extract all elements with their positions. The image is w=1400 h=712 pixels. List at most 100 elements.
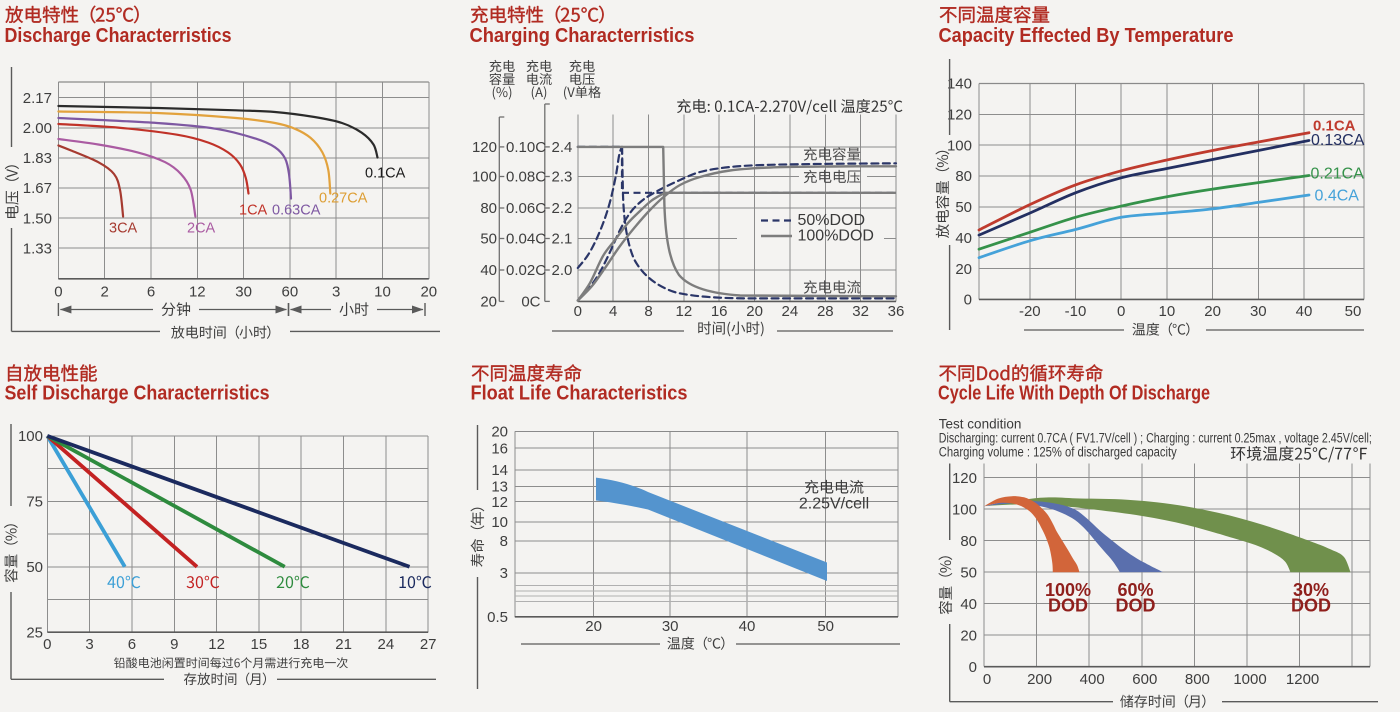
svg-text:1.67: 1.67 bbox=[23, 180, 52, 197]
svg-text:800: 800 bbox=[1185, 671, 1210, 688]
svg-text:100%DOD: 100%DOD bbox=[798, 228, 874, 245]
svg-text:8: 8 bbox=[644, 303, 652, 320]
svg-text:20: 20 bbox=[960, 627, 977, 644]
svg-text:100: 100 bbox=[472, 169, 497, 186]
svg-text:2.3: 2.3 bbox=[552, 169, 573, 186]
svg-text:0: 0 bbox=[54, 284, 62, 301]
svg-text:0.04C: 0.04C bbox=[506, 231, 546, 248]
svg-text:Capacity Effected By Temperatu: Capacity Effected By Temperature bbox=[939, 25, 1234, 47]
svg-text:2.0: 2.0 bbox=[552, 262, 573, 279]
svg-text:0: 0 bbox=[969, 659, 977, 676]
svg-text:80: 80 bbox=[480, 200, 497, 217]
svg-text:Discharge Characterristics: Discharge Characterristics bbox=[5, 25, 232, 47]
svg-text:1.83: 1.83 bbox=[23, 150, 52, 167]
svg-text:10: 10 bbox=[1159, 303, 1176, 320]
svg-text:10: 10 bbox=[374, 284, 391, 301]
svg-text:75: 75 bbox=[26, 494, 43, 511]
svg-text:2: 2 bbox=[101, 284, 109, 301]
svg-text:3: 3 bbox=[500, 565, 508, 582]
svg-text:2.2: 2.2 bbox=[552, 200, 573, 217]
svg-text:20: 20 bbox=[491, 424, 508, 441]
svg-text:100: 100 bbox=[952, 501, 977, 518]
svg-text:30: 30 bbox=[662, 618, 679, 635]
svg-text:40: 40 bbox=[955, 230, 972, 247]
svg-text:80: 80 bbox=[960, 533, 977, 550]
svg-text:Discharging: current 0.7CA ( F: Discharging: current 0.7CA ( FV1.7V/cell… bbox=[939, 431, 1372, 446]
svg-text:Charging Characterristics: Charging Characterristics bbox=[470, 25, 695, 47]
svg-text:0: 0 bbox=[1117, 303, 1125, 320]
svg-text:2.00: 2.00 bbox=[23, 120, 52, 137]
svg-text:20: 20 bbox=[480, 294, 497, 311]
svg-text:20: 20 bbox=[585, 618, 602, 635]
svg-text:24: 24 bbox=[378, 636, 395, 653]
svg-text:28: 28 bbox=[817, 303, 834, 320]
svg-text:40: 40 bbox=[960, 596, 977, 613]
svg-text:3: 3 bbox=[332, 284, 340, 301]
svg-text:6: 6 bbox=[147, 284, 155, 301]
svg-text:80: 80 bbox=[955, 168, 972, 185]
svg-text:2.4: 2.4 bbox=[552, 139, 573, 156]
svg-text:0.1CA: 0.1CA bbox=[1313, 118, 1356, 135]
svg-text:0.1CA: 0.1CA bbox=[365, 166, 406, 182]
svg-text:20: 20 bbox=[1204, 303, 1221, 320]
svg-text:27: 27 bbox=[420, 636, 437, 653]
svg-text:50: 50 bbox=[955, 199, 972, 216]
svg-text:Cycle Life With Depth Of Disch: Cycle Life With Depth Of Discharge bbox=[938, 383, 1210, 405]
svg-text:0.06C: 0.06C bbox=[506, 200, 546, 217]
svg-text:0.27CA: 0.27CA bbox=[319, 191, 368, 207]
svg-text:-20: -20 bbox=[1019, 303, 1041, 320]
svg-text:DOD: DOD bbox=[1291, 596, 1331, 616]
svg-text:36: 36 bbox=[888, 303, 905, 320]
svg-text:60: 60 bbox=[282, 284, 299, 301]
svg-text:1.33: 1.33 bbox=[23, 240, 52, 257]
svg-text:0.21CA: 0.21CA bbox=[1311, 166, 1365, 183]
svg-text:10: 10 bbox=[491, 514, 508, 531]
svg-text:20: 20 bbox=[746, 303, 763, 320]
svg-text:8: 8 bbox=[500, 533, 508, 550]
svg-text:24: 24 bbox=[782, 303, 799, 320]
svg-text:600: 600 bbox=[1132, 671, 1157, 688]
svg-text:200: 200 bbox=[1027, 671, 1052, 688]
svg-text:120: 120 bbox=[472, 139, 497, 156]
svg-text:12: 12 bbox=[208, 636, 225, 653]
svg-text:20: 20 bbox=[955, 261, 972, 278]
svg-text:30: 30 bbox=[235, 284, 252, 301]
svg-text:30: 30 bbox=[1250, 303, 1267, 320]
svg-text:40: 40 bbox=[739, 618, 756, 635]
svg-text:9: 9 bbox=[170, 636, 178, 653]
svg-text:25: 25 bbox=[26, 624, 43, 641]
svg-text:21: 21 bbox=[335, 636, 352, 653]
svg-text:4: 4 bbox=[609, 303, 617, 320]
svg-text:100%: 100% bbox=[1045, 580, 1091, 600]
svg-text:14: 14 bbox=[491, 462, 508, 479]
svg-text:0.63CA: 0.63CA bbox=[272, 203, 321, 219]
svg-text:DOD: DOD bbox=[1116, 596, 1156, 616]
svg-text:100: 100 bbox=[947, 137, 972, 154]
svg-text:0.13CA: 0.13CA bbox=[1311, 132, 1365, 149]
svg-text:12: 12 bbox=[491, 494, 508, 511]
svg-text:400: 400 bbox=[1080, 671, 1105, 688]
svg-text:1CA: 1CA bbox=[239, 203, 268, 219]
svg-text:1.50: 1.50 bbox=[23, 210, 52, 227]
svg-text:0: 0 bbox=[983, 671, 991, 688]
svg-text:1000: 1000 bbox=[1233, 671, 1266, 688]
svg-text:13: 13 bbox=[491, 479, 508, 496]
svg-text:3CA: 3CA bbox=[109, 221, 138, 237]
svg-text:DOD: DOD bbox=[1048, 596, 1088, 616]
svg-text:50: 50 bbox=[26, 559, 43, 576]
svg-text:0.5: 0.5 bbox=[487, 609, 508, 626]
svg-text:40: 40 bbox=[1296, 303, 1313, 320]
svg-text:12: 12 bbox=[676, 303, 693, 320]
svg-text:6: 6 bbox=[128, 636, 136, 653]
svg-text:120: 120 bbox=[952, 470, 977, 487]
svg-text:2.17: 2.17 bbox=[23, 90, 52, 107]
svg-text:0.10C: 0.10C bbox=[506, 139, 546, 156]
svg-text:50: 50 bbox=[817, 618, 834, 635]
svg-text:18: 18 bbox=[293, 636, 310, 653]
svg-text:0.02C: 0.02C bbox=[506, 262, 546, 279]
svg-text:50: 50 bbox=[480, 231, 497, 248]
svg-text:60%: 60% bbox=[1117, 580, 1153, 600]
svg-text:16: 16 bbox=[711, 303, 728, 320]
svg-text:20: 20 bbox=[420, 284, 437, 301]
svg-text:0.08C: 0.08C bbox=[506, 169, 546, 186]
